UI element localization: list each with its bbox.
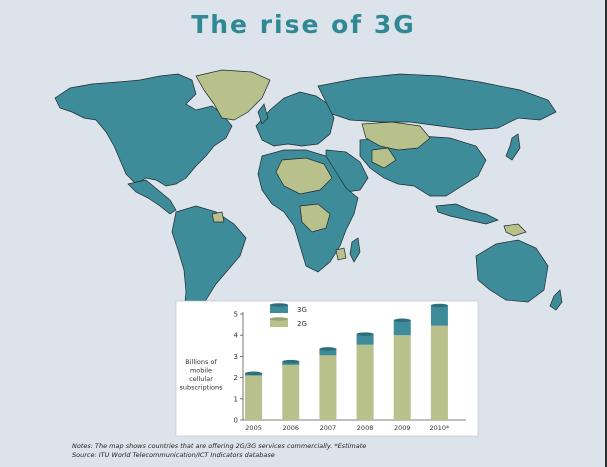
y-tick-label: 4 [234,332,239,340]
bar-cap [245,371,263,376]
bar-2g [282,364,300,420]
bar-2g [393,335,411,420]
page-title: The rise of 3G [191,10,416,39]
bar-cap [393,318,411,323]
bar-3g [356,334,374,345]
map-greenland [195,69,271,121]
map-central-africa [299,203,331,233]
map-central-asia [361,121,431,151]
map-australia [475,239,549,303]
map-north-america [54,73,233,187]
y-axis-label: cellular [189,375,213,383]
map-europe [255,91,335,147]
y-axis-label: Billions of [185,358,217,366]
legend-label: 2G [297,320,307,328]
bar-2g [245,375,263,420]
world-map [54,69,563,323]
map-russia [317,73,557,131]
x-tick-label: 2006 [282,424,299,432]
bar-3g [393,320,411,336]
bar-cap [356,332,374,336]
y-tick-label: 0 [234,417,238,425]
legend-swatch-cap [270,317,288,321]
bar-chart: 0 1 2 3 4 5 Billions ofmobilecellularsubscript… [175,300,479,437]
bar-cap [282,359,300,364]
map-southern-africa [335,247,347,261]
bar-2g [319,355,337,420]
map-sahel [275,157,333,195]
map-south-america [171,205,247,323]
bar-2g [430,325,448,420]
map-madagascar [349,237,361,263]
legend-swatch [270,305,288,313]
legend-swatch-cap [270,303,288,307]
x-tick-label: 2005 [245,424,262,432]
x-tick-label: 2008 [357,424,374,432]
map-guyana [211,211,225,223]
legend-swatch [270,319,288,327]
bar-cap [430,303,448,308]
map-new-zealand [549,289,563,311]
bar-cap [319,347,337,351]
x-tick-label: 2009 [394,424,411,432]
x-tick-label: 2007 [320,424,337,432]
map-uk [257,103,269,125]
map-afghanistan [371,147,397,169]
map-central-america [127,179,177,215]
map-png [503,223,527,237]
notes-line: Notes: The map shows countries that are … [72,442,367,450]
bar-3g [430,305,448,326]
map-japan [505,133,521,161]
y-tick-label: 2 [234,374,238,382]
bar-2g [356,344,374,420]
source-line: Source: ITU World Telecommunication/ICT … [72,451,275,459]
x-tick-label: 2010* [430,424,451,432]
y-tick-label: 1 [234,395,238,403]
legend-label: 3G [297,306,307,314]
y-tick-label: 5 [234,311,238,319]
y-axis-label: subscriptions [179,384,223,392]
map-indonesia [435,203,499,225]
y-tick-label: 3 [234,353,238,361]
y-axis-label: mobile [190,367,212,375]
notes-block: Notes: The map shows countries that are … [72,442,366,460]
map-asia [359,135,487,197]
bar-3g [319,348,337,356]
